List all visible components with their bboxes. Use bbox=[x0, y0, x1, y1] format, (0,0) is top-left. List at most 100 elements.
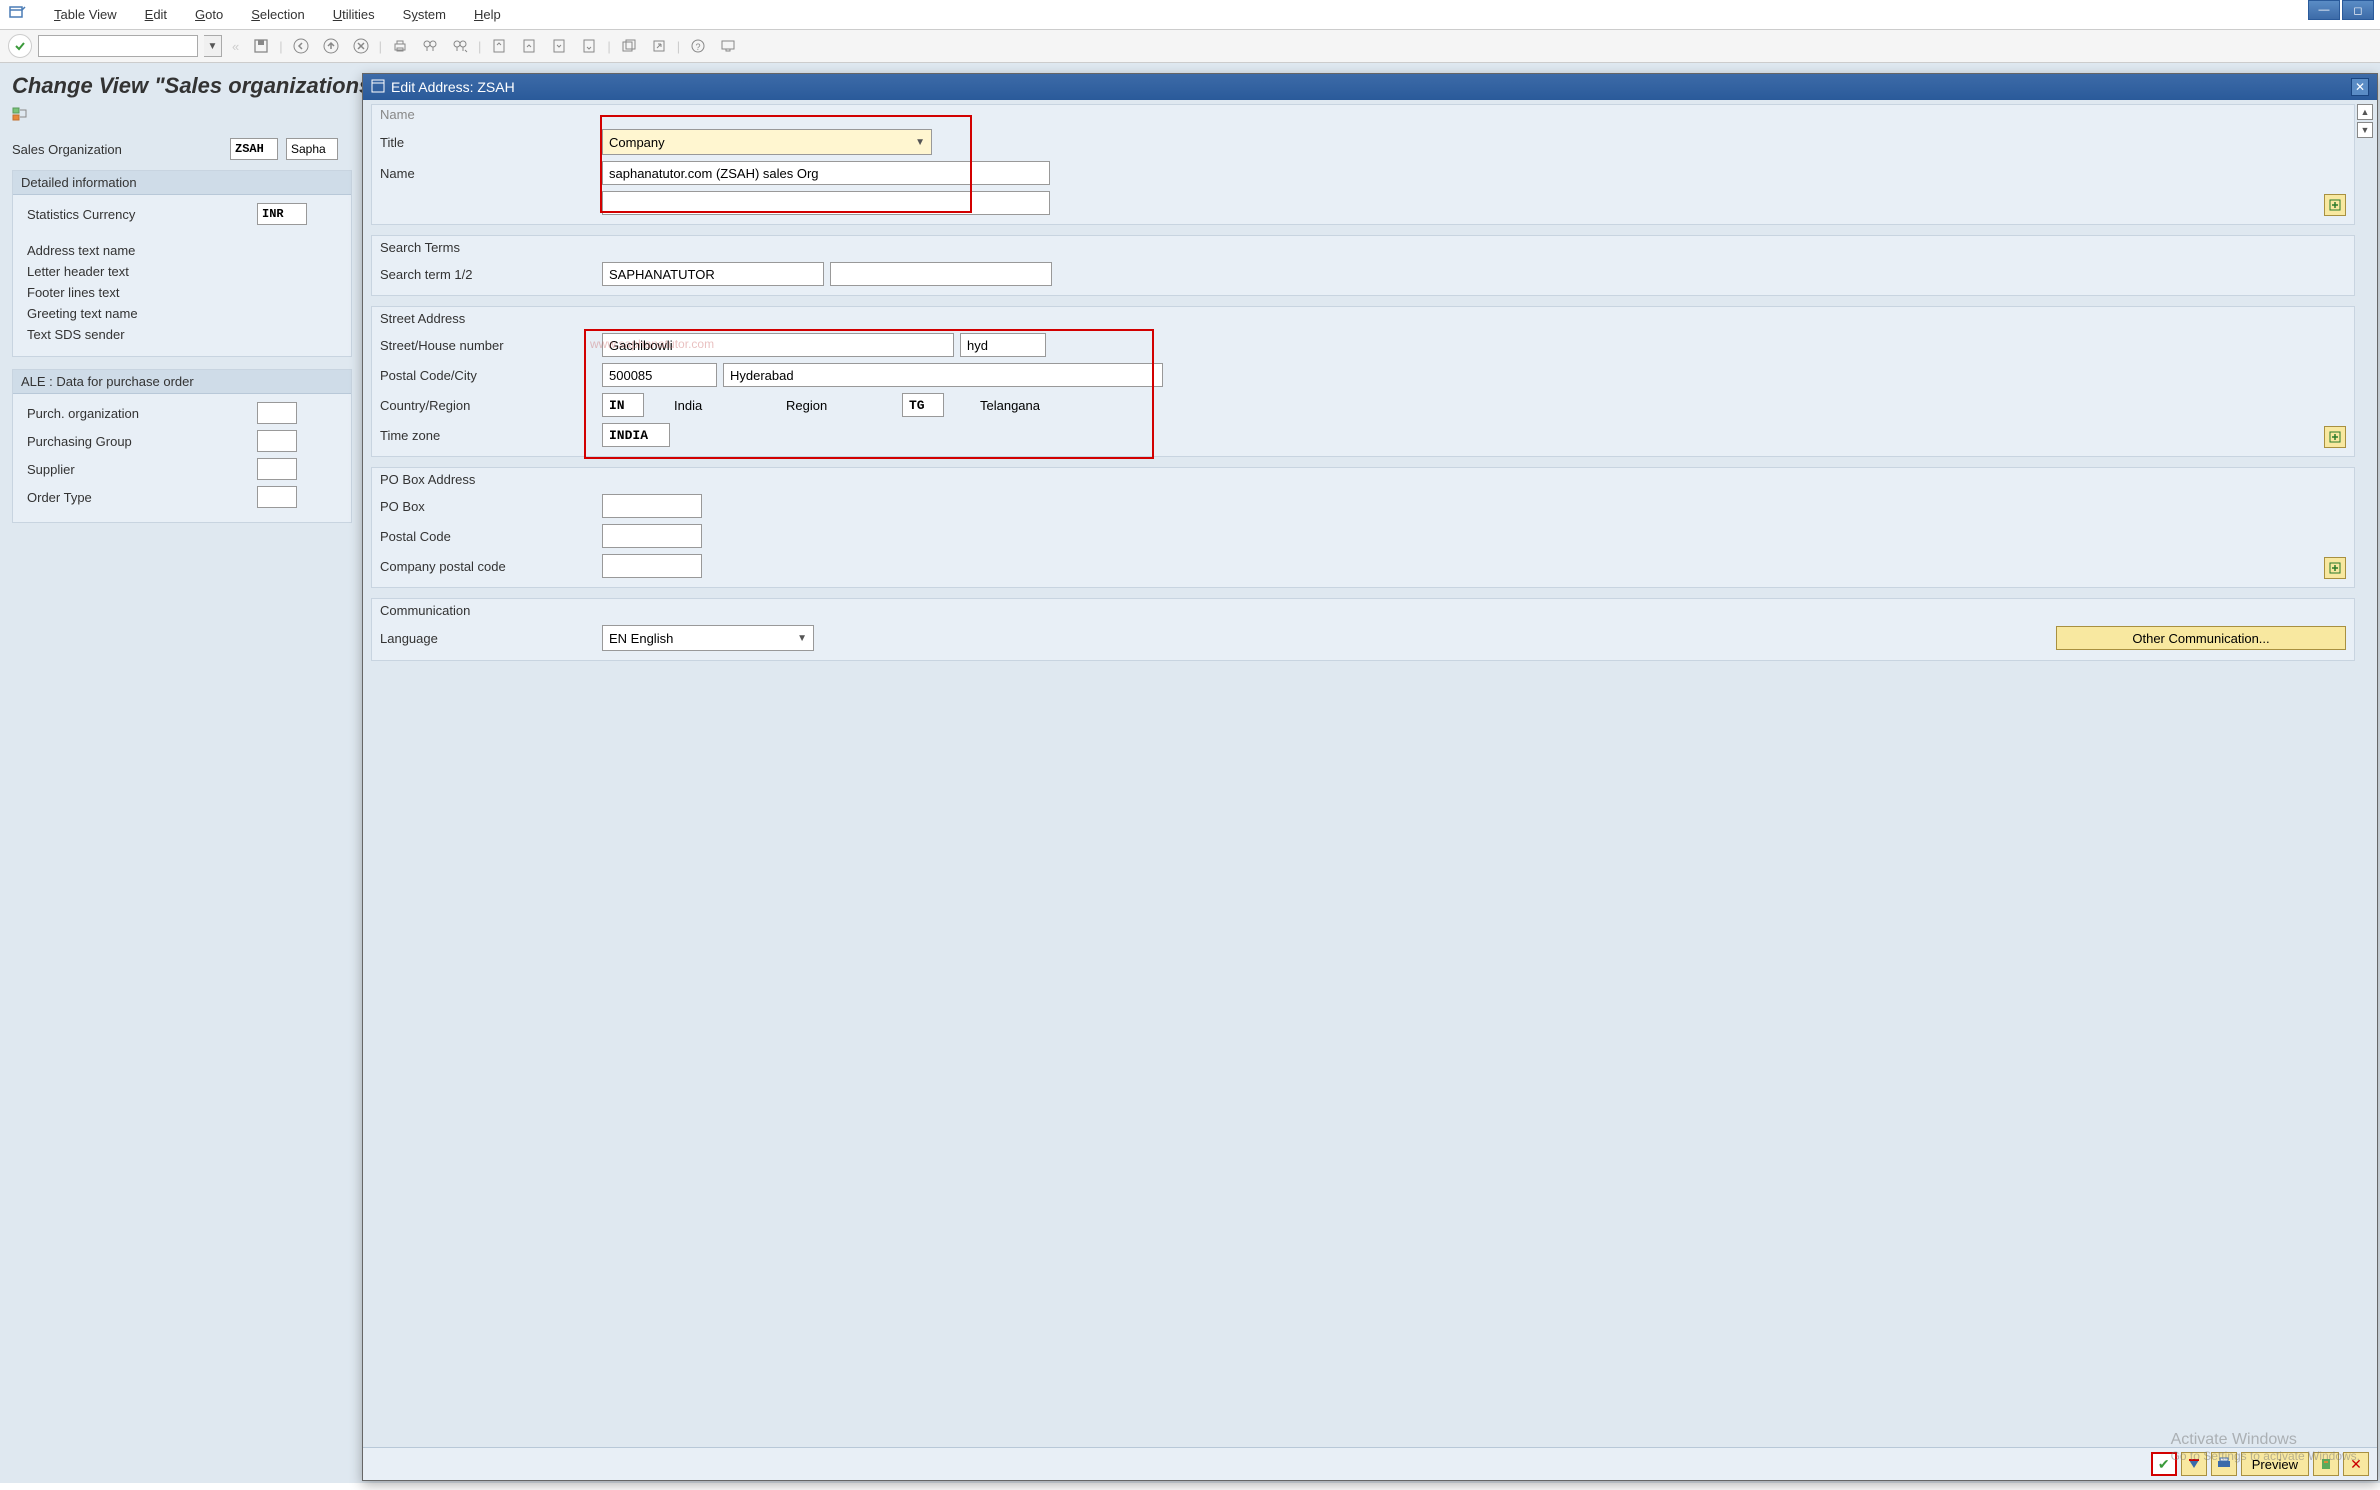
po-postal-label: Postal Code bbox=[380, 529, 596, 544]
house-input[interactable] bbox=[960, 333, 1046, 357]
find-next-icon[interactable] bbox=[448, 34, 472, 58]
cancel-button[interactable]: ✕ bbox=[2343, 1452, 2369, 1476]
po-postal-input[interactable] bbox=[602, 524, 702, 548]
footer-lines-label: Footer lines text bbox=[27, 285, 257, 300]
shortcut-icon[interactable] bbox=[647, 34, 671, 58]
print-icon[interactable] bbox=[388, 34, 412, 58]
dialog-titlebar: Edit Address: ZSAH ✕ bbox=[363, 74, 2377, 100]
command-dropdown[interactable]: ▼ bbox=[204, 35, 222, 57]
comm-title: Communication bbox=[372, 599, 2354, 622]
pobox-title: PO Box Address bbox=[372, 468, 2354, 491]
dialog-icon bbox=[371, 79, 385, 96]
pobox-label: PO Box bbox=[380, 499, 596, 514]
title-dropdown[interactable]: Company ▼ bbox=[602, 129, 932, 155]
content-area: Change View "Sales organizations": Detai… bbox=[0, 63, 2380, 1483]
letter-header-label: Letter header text bbox=[27, 264, 257, 279]
name-input[interactable] bbox=[602, 161, 1050, 185]
other-communication-button[interactable]: Other Communication... bbox=[2056, 626, 2346, 650]
purch-org-label: Purch. organization bbox=[27, 406, 257, 421]
dialog-title: Edit Address: ZSAH bbox=[391, 79, 515, 95]
detailed-info-group: Detailed information Statistics Currency… bbox=[12, 170, 352, 357]
next-page-icon[interactable] bbox=[547, 34, 571, 58]
expand-name-icon[interactable] bbox=[2324, 194, 2346, 216]
first-page-icon[interactable] bbox=[487, 34, 511, 58]
window-control-buttons: — ◻ bbox=[2308, 0, 2374, 20]
layout-icon[interactable] bbox=[716, 34, 740, 58]
print-preview-icon[interactable] bbox=[2211, 1452, 2237, 1476]
name-input-2[interactable] bbox=[602, 191, 1050, 215]
stat-currency-input[interactable] bbox=[257, 203, 307, 225]
name-label: Name bbox=[380, 166, 596, 181]
ale-group: ALE : Data for purchase order Purch. org… bbox=[12, 369, 352, 523]
lang-value: EN English bbox=[609, 631, 673, 646]
dialog-scrollbar[interactable]: ▲ ▼ bbox=[2357, 100, 2375, 1447]
menu-table-view[interactable]: Table View bbox=[54, 7, 117, 22]
back-icon[interactable] bbox=[289, 34, 313, 58]
menu-utilities[interactable]: Utilities bbox=[333, 7, 375, 22]
exit-icon[interactable] bbox=[319, 34, 343, 58]
find-icon[interactable] bbox=[418, 34, 442, 58]
left-panel: Sales Organization Detailed information … bbox=[12, 138, 352, 523]
expand-pobox-icon[interactable] bbox=[2324, 557, 2346, 579]
country-code-input[interactable] bbox=[602, 393, 644, 417]
purch-group-label: Purchasing Group bbox=[27, 434, 257, 449]
scroll-up-icon[interactable]: ▲ bbox=[2357, 104, 2373, 120]
menu-selection[interactable]: Selection bbox=[251, 7, 304, 22]
dialog-close-button[interactable]: ✕ bbox=[2351, 78, 2369, 96]
order-type-label: Order Type bbox=[27, 490, 257, 505]
cancel-icon[interactable] bbox=[349, 34, 373, 58]
search-term-label: Search term 1/2 bbox=[380, 267, 596, 282]
help-icon[interactable]: ? bbox=[686, 34, 710, 58]
menu-edit[interactable]: Edit bbox=[145, 7, 167, 22]
ok-button[interactable]: ✔ bbox=[2151, 1452, 2177, 1476]
menu-help[interactable]: Help bbox=[474, 7, 501, 22]
menu-system[interactable]: System bbox=[403, 7, 446, 22]
postal-label: Postal Code/City bbox=[380, 368, 596, 383]
expand-tree-icon[interactable] bbox=[12, 107, 32, 121]
supplier-input[interactable] bbox=[257, 458, 297, 480]
sap-menu-icon[interactable] bbox=[8, 4, 26, 25]
chevron-down-icon: ▼ bbox=[915, 137, 925, 148]
street-label: Street/House number bbox=[380, 338, 596, 353]
sales-org-code-input[interactable] bbox=[230, 138, 278, 160]
deletion-flag-button[interactable] bbox=[2313, 1452, 2339, 1476]
sales-org-name-input[interactable] bbox=[286, 138, 338, 160]
command-input[interactable] bbox=[38, 35, 198, 57]
region-code-input[interactable] bbox=[902, 393, 944, 417]
sales-org-row: Sales Organization bbox=[12, 138, 352, 160]
language-dropdown[interactable]: EN English ▼ bbox=[602, 625, 814, 651]
dialog-body: Name Title Company ▼ Name bbox=[363, 100, 2377, 1447]
name-section: Name Title Company ▼ Name bbox=[371, 104, 2355, 225]
scroll-down-icon[interactable]: ▼ bbox=[2357, 122, 2373, 138]
tz-input[interactable] bbox=[602, 423, 670, 447]
street-input[interactable] bbox=[602, 333, 954, 357]
search-term-1-input[interactable] bbox=[602, 262, 824, 286]
svg-text:?: ? bbox=[696, 42, 701, 52]
internat-versions-button[interactable] bbox=[2181, 1452, 2207, 1476]
search-term-2-input[interactable] bbox=[830, 262, 1052, 286]
city-input[interactable] bbox=[723, 363, 1163, 387]
order-type-input[interactable] bbox=[257, 486, 297, 508]
name-section-title: Name bbox=[372, 105, 2354, 126]
maximize-button[interactable]: ◻ bbox=[2342, 0, 2374, 20]
pobox-input[interactable] bbox=[602, 494, 702, 518]
last-page-icon[interactable] bbox=[577, 34, 601, 58]
search-title: Search Terms bbox=[372, 236, 2354, 259]
new-session-icon[interactable] bbox=[617, 34, 641, 58]
region-label: Region bbox=[786, 398, 896, 413]
stat-currency-label: Statistics Currency bbox=[27, 207, 257, 222]
prev-page-icon[interactable] bbox=[517, 34, 541, 58]
search-section: Search Terms Search term 1/2 bbox=[371, 235, 2355, 296]
company-postal-input[interactable] bbox=[602, 554, 702, 578]
menubar: Table View Edit Goto Selection Utilities… bbox=[0, 0, 2380, 30]
enter-icon[interactable] bbox=[8, 34, 32, 58]
preview-button[interactable]: Preview bbox=[2241, 1452, 2309, 1476]
purch-org-input[interactable] bbox=[257, 402, 297, 424]
expand-street-icon[interactable] bbox=[2324, 426, 2346, 448]
postal-input[interactable] bbox=[602, 363, 717, 387]
save-icon[interactable] bbox=[249, 34, 273, 58]
purch-group-input[interactable] bbox=[257, 430, 297, 452]
dialog-footer: ✔ Preview ✕ bbox=[363, 1447, 2377, 1480]
menu-goto[interactable]: Goto bbox=[195, 7, 223, 22]
minimize-button[interactable]: — bbox=[2308, 0, 2340, 20]
